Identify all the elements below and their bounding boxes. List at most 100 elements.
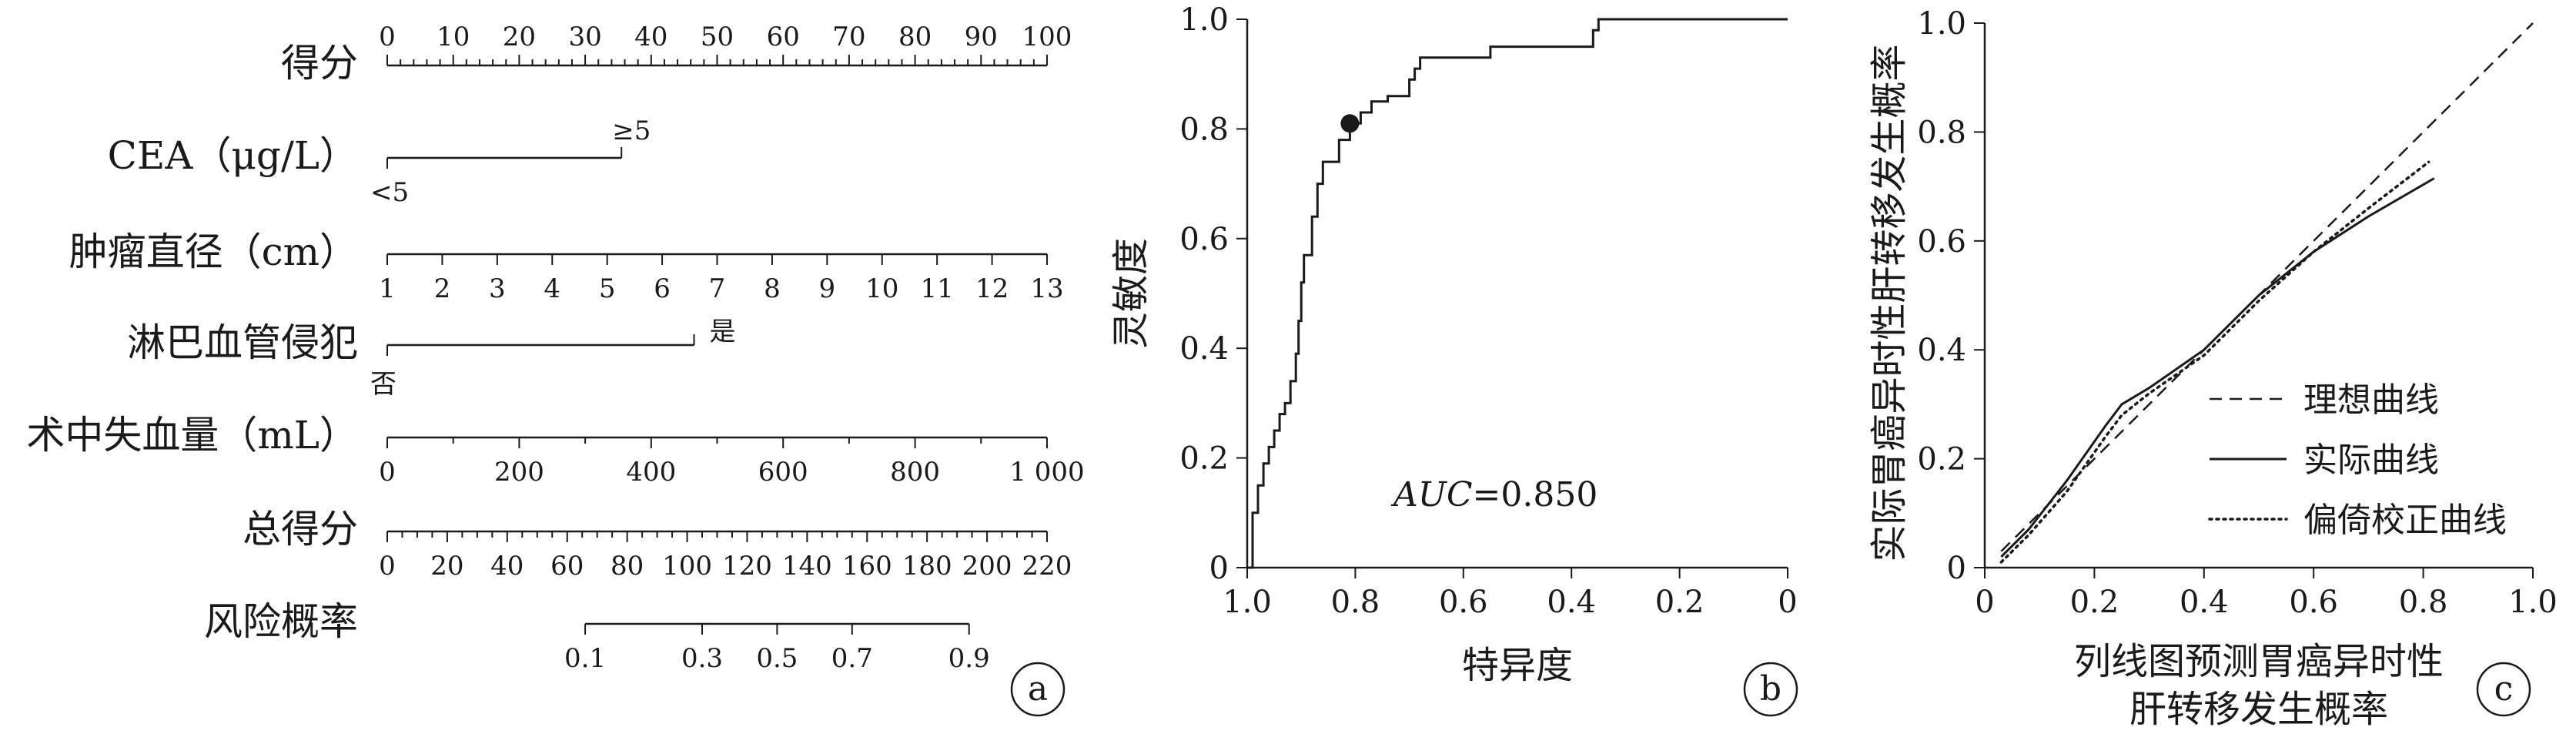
total-points-tick-label: 60 — [550, 551, 584, 582]
x-tick-label: 0.8 — [2399, 585, 2448, 620]
total-points-tick-label: 220 — [1022, 551, 1072, 582]
roc-curve — [1247, 18, 1788, 569]
nomogram-panel: 得分0 10 20 30 40 50 60 70 80 90 100CEA（μg/L）<5≥5肿瘤直… — [26, 22, 1085, 717]
cea-level-label: ≥5 — [612, 116, 651, 146]
tumor-diameter-tick-label: 5 — [599, 273, 616, 304]
panel-tag-circle — [1743, 662, 1798, 717]
total-points-tick-label: 0 — [379, 551, 396, 582]
y-tick-label: 0.4 — [1917, 333, 1966, 368]
panel-tag-circle — [2476, 662, 2531, 717]
cea-level-label: <5 — [370, 177, 409, 208]
tumor-diameter-tick-label: 1 — [379, 273, 396, 304]
lvi-label: 淋巴血管侵犯 — [127, 320, 358, 365]
blood-loss-tick-label: 400 — [626, 457, 676, 488]
tumor-diameter-tick-label: 7 — [709, 273, 726, 304]
lvi-level-label: 是 — [710, 317, 736, 347]
tumor-diameter-tick-label: 9 — [819, 273, 836, 304]
x-tick-label: 0.8 — [1331, 585, 1380, 620]
y-tick-label: 0 — [1947, 551, 1966, 586]
points-scale-tick-label: 70 — [832, 22, 865, 52]
y-tick-label: 0.8 — [1917, 115, 1966, 150]
y-axis-title: 灵敏度 — [1109, 238, 1153, 349]
y-tick-label: 0.2 — [1179, 441, 1229, 477]
panel-tag-b: b — [1760, 669, 1781, 709]
x-tick-label: 1.0 — [1223, 585, 1272, 620]
x-tick-label: 0.4 — [2180, 585, 2229, 620]
x-tick-label: 0.2 — [1655, 585, 1705, 620]
auc-value: =0.850 — [1473, 475, 1598, 514]
panel-tag-a: a — [1028, 669, 1048, 709]
risk-tick-label: 0.7 — [831, 643, 873, 674]
tumor-diameter-tick-label: 10 — [865, 273, 898, 304]
legend-label: 偏倚校正曲线 — [2303, 501, 2507, 540]
y-tick-label: 0 — [1209, 551, 1229, 586]
total-points-tick-label: 160 — [842, 551, 892, 582]
risk-tick-label: 0.1 — [564, 643, 606, 674]
risk-tick-label: 0.3 — [681, 643, 723, 674]
legend-label: 实际曲线 — [2303, 441, 2439, 480]
points-scale-tick-label: 60 — [767, 22, 800, 52]
y-tick-label: 0.6 — [1179, 222, 1229, 257]
tumor-diameter-tick-label: 4 — [544, 273, 560, 304]
series-dashed-line — [2000, 22, 2534, 552]
points-scale-tick-label: 90 — [965, 22, 998, 52]
points-scale-tick-label: 100 — [1022, 22, 1072, 52]
y-axis-title: 实际胃癌异时性肝转移发生概率 — [1868, 44, 1911, 561]
x-tick-label: 0 — [1778, 585, 1797, 620]
x-axis-title-line2: 肝转移发生概率 — [2129, 688, 2388, 731]
total-points-tick-label: 40 — [490, 551, 524, 582]
y-tick-label: 0.4 — [1179, 331, 1229, 367]
blood-loss-tick-label: 1 000 — [1009, 457, 1084, 488]
auc-annotation: AUC=0.850 — [1390, 475, 1597, 514]
blood-loss-tick-label: 600 — [758, 457, 808, 488]
total-points-tick-label: 140 — [782, 551, 832, 582]
points-scale-tick-label: 40 — [634, 22, 667, 52]
cutoff-point — [1340, 114, 1360, 133]
risk-label: 风险概率 — [204, 599, 358, 644]
y-tick-label: 1.0 — [1917, 6, 1966, 42]
tumor-diameter-tick-label: 13 — [1030, 273, 1063, 304]
total-points-tick-label: 100 — [662, 551, 712, 582]
panel-tag-c: c — [2494, 669, 2514, 709]
legend-label: 理想曲线 — [2303, 380, 2439, 420]
risk-tick-label: 0.9 — [948, 643, 990, 674]
series-dotted-line — [1999, 160, 2430, 564]
points-scale-tick-label: 50 — [701, 22, 734, 52]
points-scale-tick-label: 30 — [568, 22, 601, 52]
roc-panel: 0 0.2 0.4 0.6 0.8 1.0 1.0 0.8 0.6 0.4 0.2 0 特异度 灵敏度 AU… — [1109, 2, 1798, 717]
lvi-level-label: 否 — [370, 369, 396, 400]
x-tick-label: 0.2 — [2070, 585, 2119, 620]
y-tick-label: 0.2 — [1917, 442, 1966, 478]
tumor-diameter-label: 肿瘤直径（cm） — [69, 230, 358, 274]
y-tick-label: 1.0 — [1179, 2, 1229, 38]
total-points-tick-label: 200 — [962, 551, 1012, 582]
auc-label: AUC — [1390, 475, 1473, 514]
tumor-diameter-tick-label: 2 — [434, 273, 451, 304]
tumor-diameter-tick-label: 8 — [764, 273, 781, 304]
calibration-panel: 0 0.2 0.4 0.6 0.8 1.0 0 0.2 0.4 0.6 0.8 1.0 列线图预测胃癌异… — [1868, 6, 2558, 731]
points-scale-tick-label: 0 — [379, 22, 396, 52]
blood-loss-tick-label: 800 — [890, 457, 940, 488]
x-tick-label: 0.6 — [2289, 585, 2338, 620]
risk-tick-label: 0.5 — [756, 643, 798, 674]
total-points-tick-label: 80 — [611, 551, 644, 582]
points-scale-tick-label: 80 — [898, 22, 932, 52]
x-tick-label: 0 — [1975, 585, 1994, 620]
points-scale-tick-label: 10 — [437, 22, 470, 52]
x-axis-title: 特异度 — [1462, 644, 1573, 687]
x-axis-title-line1: 列线图预测胃癌异时性 — [2074, 640, 2444, 683]
blood-loss-tick-label: 0 — [379, 457, 396, 488]
x-tick-label: 0.6 — [1439, 585, 1488, 620]
points-scale-label: 得分 — [281, 41, 358, 85]
x-tick-label: 1.0 — [2508, 585, 2558, 620]
total-points-tick-label: 120 — [722, 551, 772, 582]
panel-tag-circle — [1010, 662, 1066, 717]
tumor-diameter-tick-label: 12 — [975, 273, 1009, 304]
tumor-diameter-tick-label: 3 — [489, 273, 506, 304]
y-tick-label: 0.8 — [1179, 112, 1229, 147]
x-tick-label: 0.4 — [1547, 585, 1596, 620]
tumor-diameter-tick-label: 11 — [921, 273, 954, 304]
blood-loss-label: 术中失血量（mL） — [26, 413, 358, 457]
blood-loss-tick-label: 200 — [494, 457, 544, 488]
